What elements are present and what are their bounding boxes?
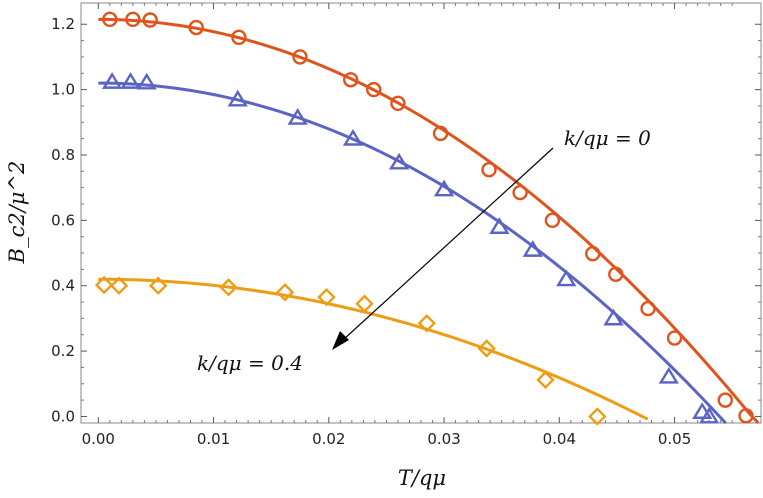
series-0-point-circle (585, 245, 601, 262)
series-0-point-circle (666, 330, 683, 346)
series-1-point-triangle (556, 269, 577, 287)
series-1-point-triangle (433, 179, 455, 197)
series-0-point-circle (390, 95, 406, 112)
arrow-head (332, 331, 349, 350)
axis-ticks: 0.00 0.01 0.02 0.03 0.04 0.05 0.0 0.2 0.4 0.6 0.8 1… (51, 3, 761, 448)
x-tick-label: 0.05 (658, 430, 691, 448)
series-0-point-circle (142, 12, 158, 28)
series-0-point-circle (125, 11, 141, 28)
y-tick-label: 0.0 (51, 407, 75, 425)
series-0-point-circle (102, 11, 118, 28)
series-1-point-triangle (699, 406, 720, 424)
series-2-curve (98, 277, 649, 421)
series-2-point-diamond (275, 283, 295, 302)
series-2-point-diamond (149, 276, 168, 295)
series-1-point-triangle (603, 308, 624, 326)
series-1-point-triangle (120, 72, 141, 89)
annotation-k-0.4: k/qμ = 0.4 (197, 351, 303, 375)
series-2-point-diamond (536, 370, 555, 390)
series-0-point-circle (188, 19, 204, 36)
data-markers (94, 11, 754, 426)
x-tick-label: 0.02 (312, 430, 345, 448)
y-tick-label: 0.4 (51, 277, 75, 295)
series-1-point-triangle (342, 128, 364, 146)
annotation-k-zero: k/qμ = 0 (564, 126, 651, 150)
series-0-point-circle (738, 408, 754, 424)
x-tick-label: 0.03 (427, 430, 460, 448)
series-1-point-triangle (388, 152, 410, 170)
series-0-point-circle (432, 125, 449, 142)
series-2-point-diamond (94, 275, 114, 295)
series-0-point-circle (342, 72, 359, 88)
arrow-line (342, 147, 554, 341)
y-tick-label: 0.6 (51, 211, 75, 229)
series-2-point-diamond (109, 276, 129, 295)
plot-frame (80, 2, 762, 424)
y-tick-label: 0.2 (51, 342, 75, 360)
series-0-point-circle (544, 212, 561, 229)
series-1-point-triangle (101, 72, 123, 89)
x-axis-label: T/qμ (398, 466, 446, 490)
series-0-point-circle (640, 300, 656, 317)
series-2-point-diamond (477, 339, 496, 358)
series-1-point-triangle (287, 108, 308, 125)
series-0-point-circle (512, 184, 528, 201)
series-1-point-triangle (522, 240, 543, 257)
series-0-point-circle (292, 49, 308, 65)
series-0-curve (98, 17, 760, 425)
y-tick-label: 1.2 (51, 15, 75, 33)
fit-curves (98, 17, 760, 425)
y-tick-label: 1.0 (51, 81, 75, 99)
series-2-point-diamond (355, 294, 374, 313)
series-2-point-diamond (219, 278, 238, 297)
series-1-curve (98, 81, 727, 425)
series-1-point-triangle (692, 402, 713, 419)
series-0-point-circle (608, 266, 624, 282)
x-tick-label: 0.01 (197, 430, 230, 448)
series-0-point-circle (366, 81, 382, 98)
series-2-point-diamond (317, 287, 336, 307)
series-0-point-circle (717, 392, 733, 408)
series-0-point-circle (231, 29, 247, 46)
series-1-point-triangle (136, 72, 157, 90)
series-0-point-circle (481, 161, 497, 178)
x-tick-label: 0.00 (82, 430, 115, 448)
y-tick-label: 0.8 (51, 146, 75, 164)
series-1-point-triangle (489, 217, 510, 234)
series-2-point-diamond (417, 314, 436, 333)
x-tick-label: 0.04 (543, 430, 576, 448)
series-1-point-triangle (658, 366, 679, 384)
y-axis-label: B_c2/μ^2 (5, 161, 29, 265)
series-2-point-diamond (588, 407, 607, 426)
series-1-point-triangle (227, 89, 248, 107)
